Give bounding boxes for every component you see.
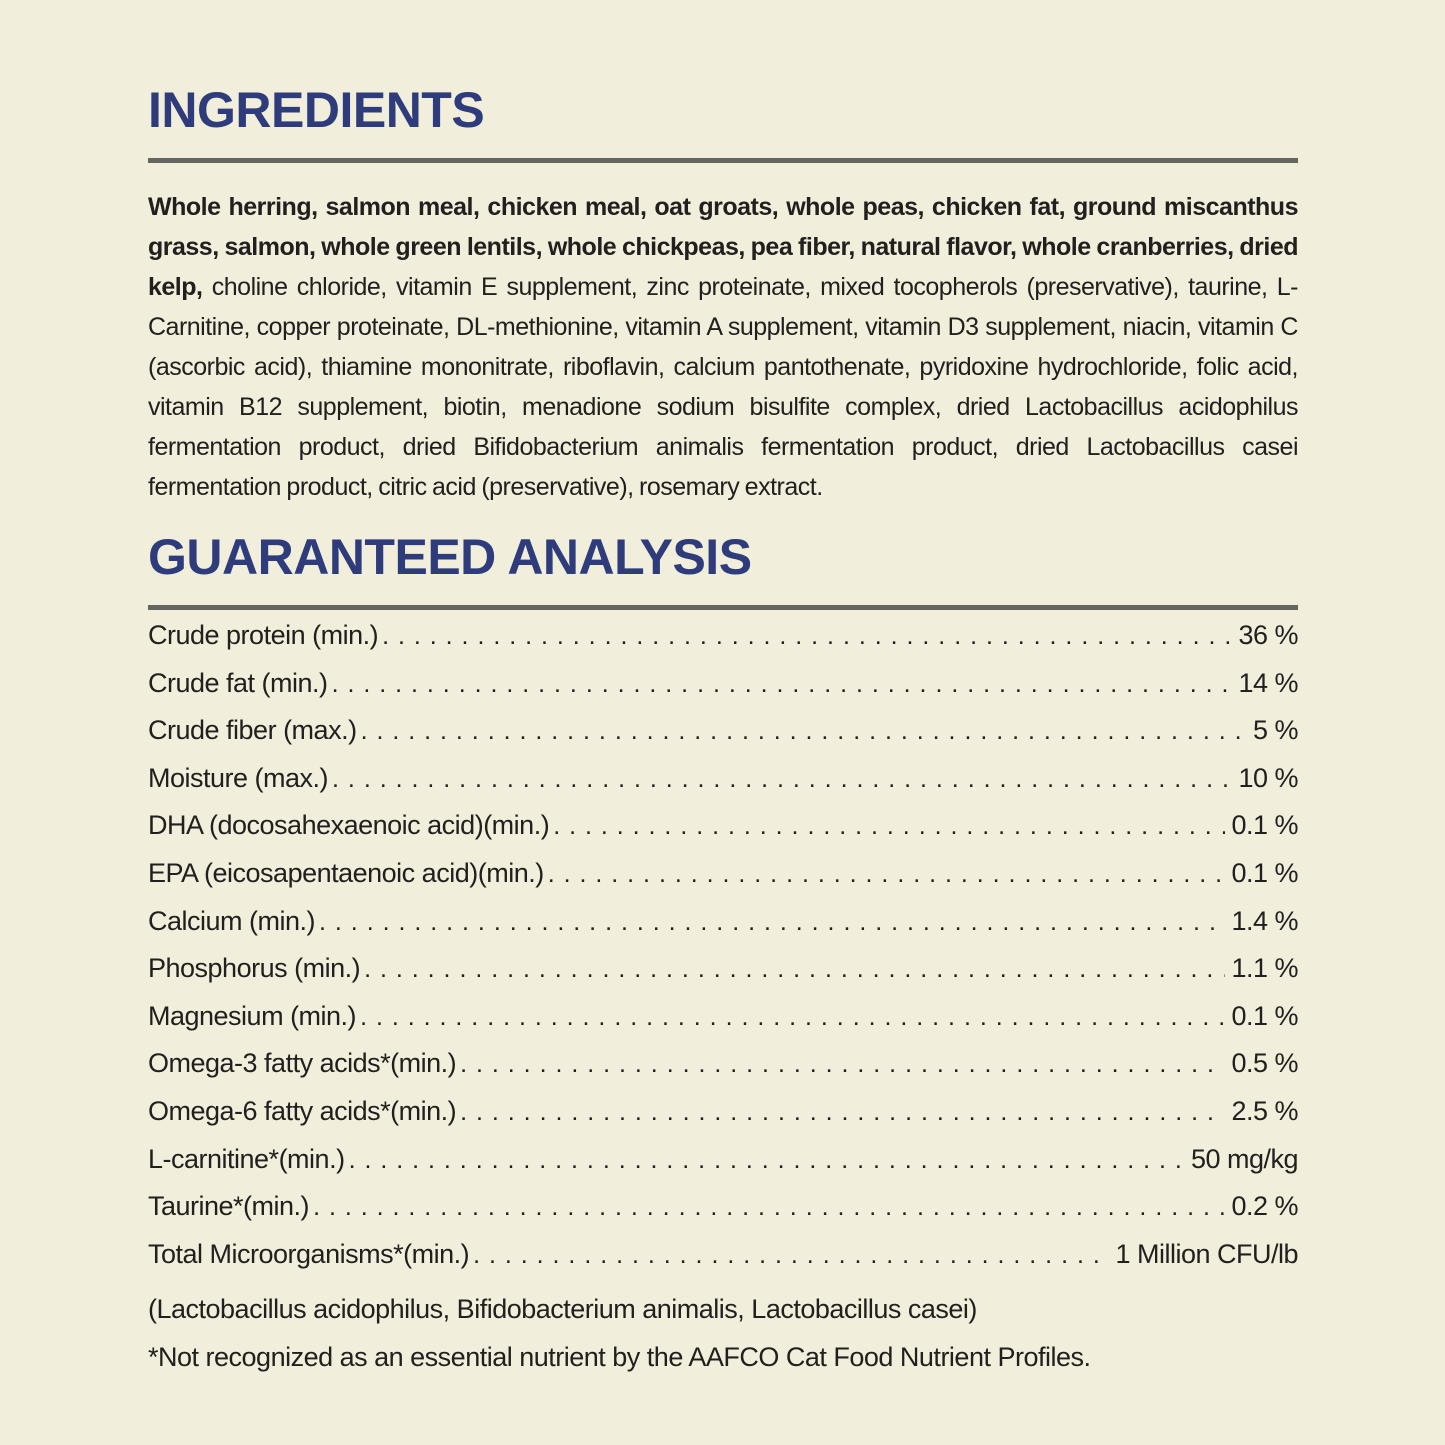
table-row: Calcium (min.) 1.4 % xyxy=(148,906,1298,954)
row-value: 0.5 % xyxy=(1231,1048,1298,1079)
dot-leader xyxy=(364,953,1225,984)
table-row: Moisture (max.) 10 % xyxy=(148,763,1298,811)
row-label: Moisture (max.) xyxy=(148,762,329,793)
dot-leader xyxy=(553,810,1225,841)
aafco-footnote: *Not recognized as an essential nutrient… xyxy=(148,1341,1091,1372)
table-row: Omega-6 fatty acids*(min.) 2.5 % xyxy=(148,1096,1298,1144)
dot-leader xyxy=(460,1048,1225,1079)
row-value: 1 Million CFU/lb xyxy=(1115,1238,1298,1269)
dot-leader xyxy=(548,858,1226,889)
dot-leader xyxy=(332,763,1232,794)
guaranteed-analysis-divider xyxy=(148,605,1298,610)
row-label: Calcium (min.) xyxy=(148,905,316,936)
ingredients-paragraph: Whole herring, salmon meal, chicken meal… xyxy=(148,187,1299,507)
row-value: 2.5 % xyxy=(1231,1095,1298,1126)
dot-leader xyxy=(360,1001,1225,1032)
row-label: Crude protein (min.) xyxy=(148,620,379,650)
table-row: Phosphorus (min.) 1.1 % xyxy=(148,953,1298,1001)
row-label: EPA (eicosapentaenoic acid)(min.) xyxy=(148,857,544,888)
table-row: L-carnitine*(min.) 50 mg/kg xyxy=(148,1143,1299,1192)
row-value: 36 % xyxy=(1238,620,1298,650)
row-value: 0.1 % xyxy=(1231,1000,1298,1031)
ingredients-secondary-list: choline chloride, vitamin E supplement, … xyxy=(148,273,1299,501)
dot-leader xyxy=(382,620,1232,651)
row-label: Taurine*(min.) xyxy=(148,1191,310,1222)
row-value: 0.2 % xyxy=(1231,1191,1298,1222)
dot-leader xyxy=(460,1096,1225,1127)
guaranteed-analysis-heading: GUARANTEED ANALYSIS xyxy=(148,529,752,585)
row-value: 50 mg/kg xyxy=(1190,1143,1299,1174)
table-row: Crude protein (min.) 36 % xyxy=(148,620,1298,668)
ingredients-divider xyxy=(148,158,1298,163)
table-row: Omega-3 fatty acids*(min.) 0.5 % xyxy=(148,1048,1298,1096)
row-label: Crude fiber (max.) xyxy=(148,715,357,746)
row-value: 1.4 % xyxy=(1231,905,1298,936)
row-value: 14 % xyxy=(1238,667,1298,698)
row-value: 10 % xyxy=(1238,762,1298,793)
table-row: Crude fat (min.) 14 % xyxy=(148,668,1298,716)
ingredients-heading: INGREDIENTS xyxy=(148,82,485,138)
row-label: Omega-6 fatty acids*(min.) xyxy=(148,1095,457,1126)
label-content: INGREDIENTS Whole herring, salmon meal, … xyxy=(148,0,1299,1382)
row-label: Crude fat (min.) xyxy=(148,667,328,698)
guaranteed-analysis-table: Crude protein (min.) 36 % Crude fat (min.)… xyxy=(148,620,1299,1287)
dot-leader xyxy=(361,715,1247,746)
dot-leader xyxy=(319,906,1225,937)
table-row: Magnesium (min.) 0.1 % xyxy=(148,1001,1298,1049)
row-label: Total Microorganisms*(min.) xyxy=(148,1238,470,1269)
microorganisms-detail: (Lactobacillus acidophilus, Bifidobacter… xyxy=(148,1294,977,1325)
table-row: Crude fiber (max.) 5 % xyxy=(148,715,1299,763)
row-label: Magnesium (min.) xyxy=(148,1000,357,1031)
row-value: 5 % xyxy=(1252,715,1299,746)
row-value: 0.1 % xyxy=(1231,810,1298,841)
table-row: Taurine*(min.) 0.2 % xyxy=(148,1191,1298,1239)
ingredients-primary-list: Whole herring, salmon meal, chicken meal… xyxy=(148,193,1299,301)
row-label: Omega-3 fatty acids*(min.) xyxy=(148,1048,457,1079)
dot-leader xyxy=(332,668,1233,699)
table-row: Total Microorganisms*(min.) 1 Million CFU… xyxy=(148,1239,1298,1287)
dot-leader xyxy=(473,1239,1109,1270)
table-row: DHA (docosahexaenoic acid)(min.) 0.1 % xyxy=(148,810,1298,858)
table-row: EPA (eicosapentaenoic acid)(min.) 0.1 % xyxy=(148,858,1298,906)
row-label: L-carnitine*(min.) xyxy=(148,1143,345,1174)
dot-leader xyxy=(313,1191,1225,1222)
row-label: Phosphorus (min.) xyxy=(148,953,361,984)
row-label: DHA (docosahexaenoic acid)(min.) xyxy=(148,810,550,841)
row-value: 0.1 % xyxy=(1231,857,1298,888)
row-value: 1.1 % xyxy=(1231,953,1298,984)
dot-leader xyxy=(349,1144,1185,1175)
